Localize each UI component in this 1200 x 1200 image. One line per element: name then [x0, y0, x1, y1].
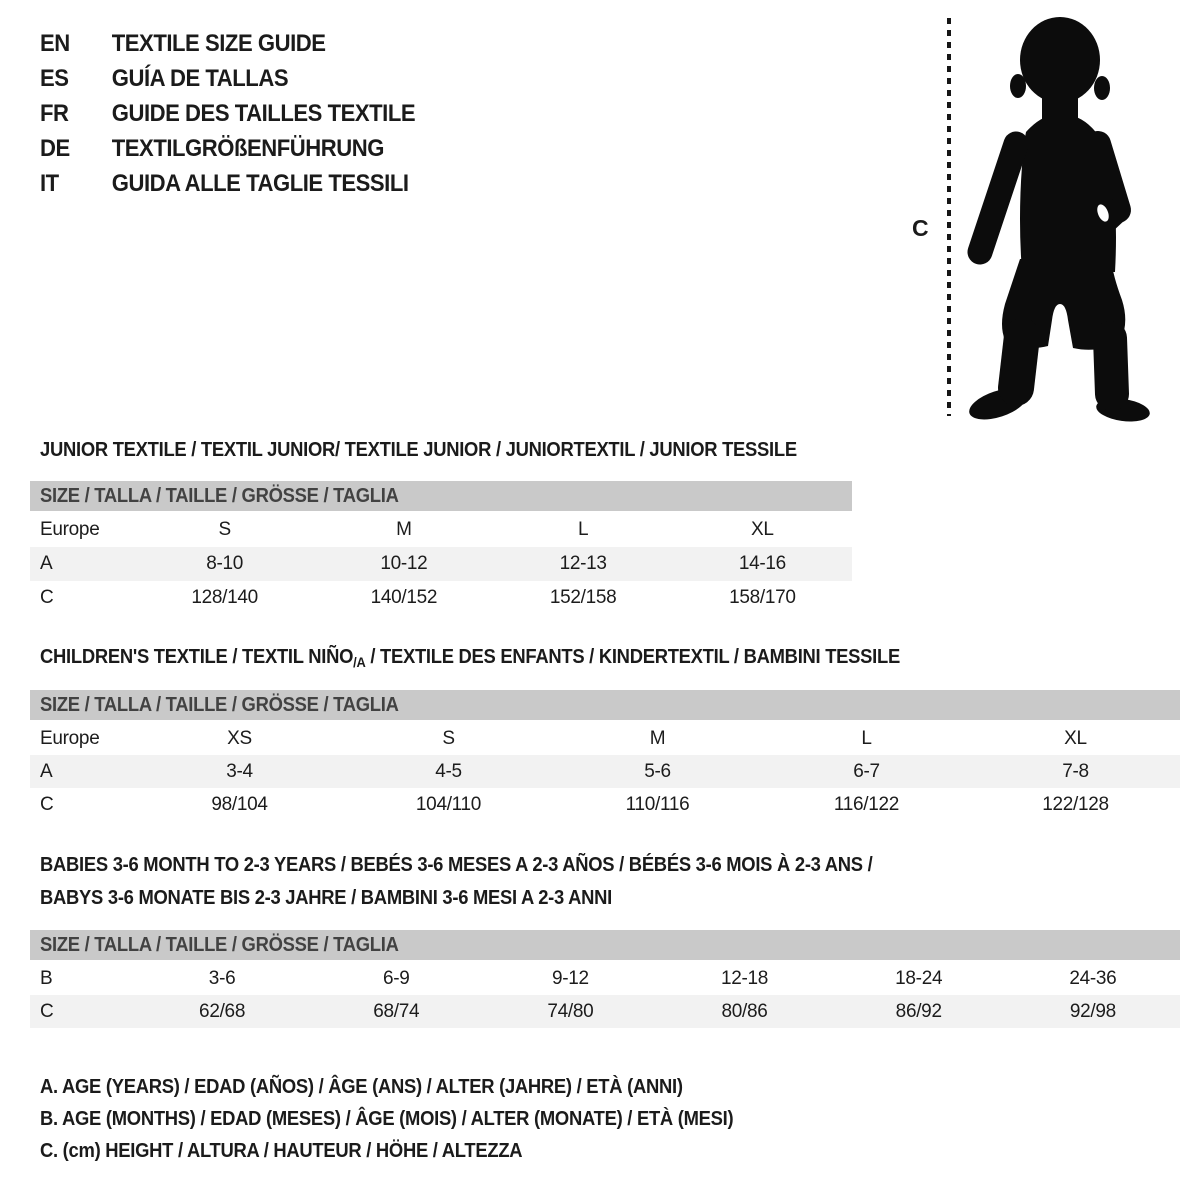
height-measure-dashed-line	[947, 18, 951, 416]
value-cell: 110/116	[625, 793, 690, 815]
value-cell: 122/128	[1042, 793, 1109, 815]
value-cell: 68/74	[309, 995, 484, 1028]
value-cell: 7-8	[971, 755, 1180, 788]
legend: A. AGE (YEARS) / EDAD (AÑOS) / ÂGE (ANS)…	[40, 1071, 794, 1167]
language-title: GUÍA DE TALLAS	[111, 64, 289, 92]
language-row-de: DE TEXTILGRÖßENFÜHRUNG	[40, 131, 448, 166]
language-title: GUIDA ALLE TAGLIE TESSILI	[111, 169, 409, 197]
value-cell: 80/86	[657, 995, 832, 1028]
value-cell: 92/98	[1005, 995, 1180, 1028]
row-label: B	[40, 967, 53, 989]
children-section-title: CHILDREN'S TEXTILE / TEXTIL NIÑO/A / TEX…	[40, 646, 900, 670]
children-size-bar: SIZE / TALLA / TAILLE / GRÖSSE / TAGLIA	[30, 690, 1180, 720]
row-label: C	[40, 587, 54, 608]
language-title: TEXTILGRÖßENFÜHRUNG	[111, 134, 385, 162]
value-cell: 6-7	[762, 755, 971, 788]
value-cell: 62/68	[135, 995, 310, 1028]
language-row-es: ES GUÍA DE TALLAS	[40, 61, 448, 96]
language-row-fr: FR GUIDE DES TAILLES TEXTILE	[40, 96, 448, 131]
language-title: GUIDE DES TAILLES TEXTILE	[111, 99, 416, 127]
babies-months-row: B 3-6 6-9 9-12 12-18 18-24 24-36	[30, 962, 1180, 995]
row-label: C	[40, 793, 54, 815]
junior-table: SIZE / TALLA / TAILLE / GRÖSSE / TAGLIA …	[30, 481, 852, 615]
legend-line-a: A. AGE (YEARS) / EDAD (AÑOS) / ÂGE (ANS)…	[40, 1076, 683, 1098]
junior-size-bar: SIZE / TALLA / TAILLE / GRÖSSE / TAGLIA	[30, 481, 852, 511]
value-cell: 104/110	[415, 793, 482, 815]
value-cell: 158/170	[729, 587, 796, 608]
babies-table: SIZE / TALLA / TAILLE / GRÖSSE / TAGLIA …	[30, 930, 1180, 1028]
value-cell: 4-5	[344, 755, 553, 788]
value-cell: 86/92	[831, 995, 1006, 1028]
junior-height-row: C 128/140 140/152 152/158 158/170	[30, 581, 852, 615]
size-cell: XL	[1064, 727, 1087, 749]
size-cell: S	[442, 727, 455, 749]
value-cell: 12-18	[720, 967, 769, 989]
row-label: C	[30, 995, 135, 1028]
size-cell: XS	[227, 727, 252, 749]
row-label: A	[30, 755, 135, 788]
baby-silhouette-icon	[967, 17, 1150, 422]
size-cell: S	[218, 519, 231, 540]
row-label: A	[30, 547, 135, 581]
junior-europe-row: Europe S M L XL	[30, 513, 852, 547]
value-cell: 116/122	[833, 793, 900, 815]
language-code: IT	[40, 169, 59, 197]
junior-age-row: A 8-10 10-12 12-13 14-16	[30, 547, 852, 581]
value-cell: 140/152	[370, 587, 438, 608]
language-title-list: EN TEXTILE SIZE GUIDE ES GUÍA DE TALLAS FR…	[40, 26, 448, 201]
value-cell: 3-6	[208, 967, 236, 989]
row-label: Europe	[40, 519, 100, 540]
value-cell: 152/158	[549, 587, 617, 608]
value-cell: 98/104	[211, 793, 268, 815]
value-cell: 10-12	[314, 547, 494, 581]
legend-line-b: B. AGE (MONTHS) / EDAD (MESES) / ÂGE (MO…	[40, 1108, 734, 1130]
height-c-label: C	[912, 215, 929, 241]
language-code: EN	[40, 29, 70, 57]
children-height-row: C 98/104 104/110 110/116 116/122 122/128	[30, 788, 1180, 821]
value-cell: 5-6	[553, 755, 762, 788]
size-cell: M	[649, 727, 666, 749]
babies-height-row: C 62/68 68/74 74/80 80/86 86/92 92/98	[30, 995, 1180, 1028]
language-code: DE	[40, 134, 70, 162]
size-cell: L	[577, 519, 589, 540]
value-cell: 128/140	[191, 587, 258, 608]
children-table: SIZE / TALLA / TAILLE / GRÖSSE / TAGLIA …	[30, 690, 1180, 821]
size-cell: M	[396, 519, 412, 540]
children-age-row: A 3-4 4-5 5-6 6-7 7-8	[30, 755, 1180, 788]
language-row-it: IT GUIDA ALLE TAGLIE TESSILI	[40, 166, 448, 201]
nino-a-subscript: /A	[353, 654, 366, 670]
value-cell: 18-24	[895, 967, 943, 989]
value-cell: 6-9	[382, 967, 410, 989]
row-label: Europe	[40, 727, 100, 749]
babies-section-title: BABIES 3-6 MONTH TO 2-3 YEARS / BEBÉS 3-…	[40, 854, 873, 909]
language-title: TEXTILE SIZE GUIDE	[111, 29, 326, 57]
babies-size-bar: SIZE / TALLA / TAILLE / GRÖSSE / TAGLIA	[30, 930, 1180, 960]
junior-section-title: JUNIOR TEXTILE / TEXTIL JUNIOR/ TEXTILE …	[40, 439, 797, 461]
value-cell: 3-4	[135, 755, 344, 788]
value-cell: 24-36	[1069, 967, 1117, 989]
value-cell: 14-16	[672, 547, 852, 581]
value-cell: 9-12	[551, 967, 589, 989]
legend-line-c: C. (cm) HEIGHT / ALTURA / HAUTEUR / HÖHE…	[40, 1140, 523, 1162]
value-cell: 12-13	[493, 547, 673, 581]
language-code: ES	[40, 64, 69, 92]
value-cell: 8-10	[135, 547, 315, 581]
language-code: FR	[40, 99, 69, 127]
value-cell: 74/80	[483, 995, 658, 1028]
size-cell: XL	[751, 519, 774, 540]
size-cell: L	[861, 727, 872, 749]
language-row-en: EN TEXTILE SIZE GUIDE	[40, 26, 448, 61]
children-europe-row: Europe XS S M L XL	[30, 722, 1180, 755]
